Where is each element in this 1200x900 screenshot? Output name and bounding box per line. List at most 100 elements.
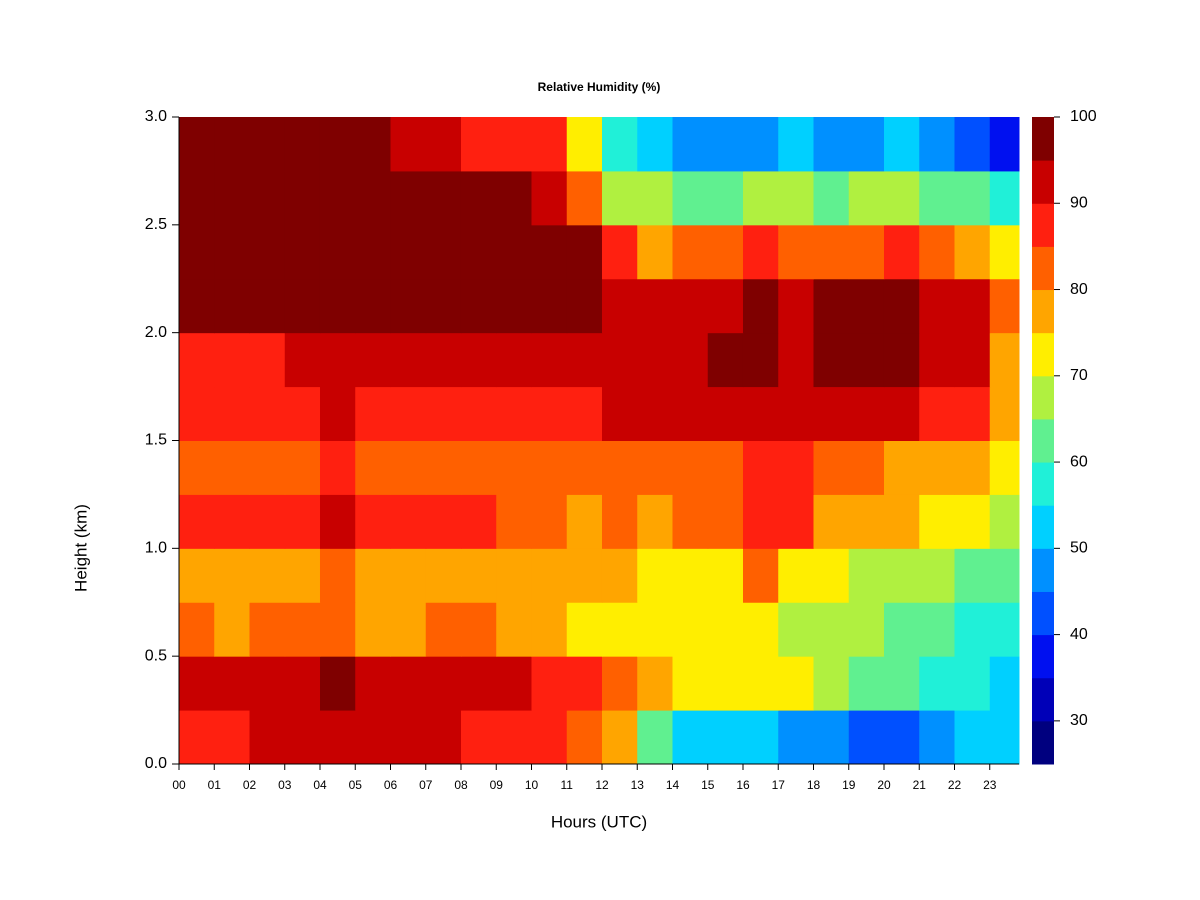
heat-cell bbox=[883, 224, 920, 280]
y-tick-label: 1.0 bbox=[145, 540, 167, 557]
heat-cell bbox=[813, 548, 850, 603]
heat-cell bbox=[355, 117, 391, 172]
heat-cell bbox=[531, 602, 568, 657]
heat-cell bbox=[496, 602, 532, 657]
heat-cell bbox=[355, 602, 391, 657]
heat-cell bbox=[390, 602, 427, 657]
heat-cell bbox=[707, 656, 744, 711]
heat-cell bbox=[355, 224, 391, 280]
x-tick-label: 22 bbox=[948, 778, 962, 792]
heat-cell bbox=[848, 710, 885, 765]
colorbar-bin bbox=[1032, 418, 1054, 463]
heat-cell bbox=[813, 332, 850, 388]
heat-cell bbox=[179, 548, 215, 603]
heat-cell bbox=[883, 386, 920, 441]
heat-cell bbox=[742, 440, 779, 495]
heat-cell bbox=[601, 548, 638, 603]
heat-cell bbox=[601, 710, 638, 765]
heat-cell bbox=[531, 710, 568, 765]
heat-cell bbox=[390, 224, 427, 280]
heat-cell bbox=[496, 548, 532, 603]
heat-cell bbox=[707, 494, 744, 549]
heat-cell bbox=[214, 332, 250, 388]
heat-cell bbox=[249, 278, 286, 334]
heat-cell bbox=[848, 332, 885, 388]
heat-cell bbox=[954, 710, 991, 765]
heat-cell bbox=[848, 170, 885, 226]
colorbar-bin bbox=[1032, 505, 1054, 549]
heat-cell bbox=[355, 332, 391, 388]
heat-cell bbox=[531, 224, 568, 280]
heat-cell bbox=[249, 117, 286, 172]
colorbar-bin bbox=[1032, 548, 1054, 592]
heat-cell bbox=[813, 117, 850, 172]
x-tick-label: 10 bbox=[525, 778, 539, 792]
heat-cell bbox=[319, 117, 356, 172]
heat-cell bbox=[742, 278, 779, 334]
heat-cell bbox=[707, 332, 744, 388]
heat-cell bbox=[355, 710, 391, 765]
heat-cell bbox=[637, 117, 673, 172]
heat-cell bbox=[637, 548, 673, 603]
colorbar-tick-label: 70 bbox=[1070, 367, 1088, 384]
heat-cell bbox=[566, 548, 603, 603]
heat-cell bbox=[707, 386, 744, 441]
heat-cell bbox=[707, 710, 744, 765]
x-tick-label: 16 bbox=[736, 778, 750, 792]
y-tick-label: 1.5 bbox=[145, 432, 167, 449]
heat-cell bbox=[390, 278, 427, 334]
heat-cell bbox=[637, 602, 673, 657]
heat-cell bbox=[355, 278, 391, 334]
heat-cell bbox=[284, 386, 321, 441]
heat-cell bbox=[637, 386, 673, 441]
heat-cell bbox=[848, 224, 885, 280]
heat-cell bbox=[460, 278, 497, 334]
heat-cell bbox=[566, 656, 603, 711]
x-tick-label: 14 bbox=[666, 778, 680, 792]
heat-cell bbox=[249, 602, 286, 657]
heat-cell bbox=[601, 656, 638, 711]
heat-cell bbox=[214, 224, 250, 280]
heat-cell bbox=[883, 117, 920, 172]
heat-cell bbox=[319, 548, 356, 603]
heat-cell bbox=[425, 656, 462, 711]
heat-cell bbox=[390, 656, 427, 711]
heat-cell bbox=[707, 224, 744, 280]
heat-cell bbox=[883, 332, 920, 388]
heat-cell bbox=[813, 386, 850, 441]
heat-cell bbox=[742, 710, 779, 765]
heat-cell bbox=[637, 332, 673, 388]
heat-cell bbox=[214, 440, 250, 495]
heat-cell bbox=[672, 602, 709, 657]
x-tick-label: 19 bbox=[842, 778, 856, 792]
heat-cell bbox=[179, 710, 215, 765]
x-tick-label: 09 bbox=[490, 778, 504, 792]
heat-cell bbox=[179, 656, 215, 711]
heat-cell bbox=[848, 117, 885, 172]
heat-cell bbox=[319, 224, 356, 280]
heat-cell bbox=[707, 440, 744, 495]
heat-cell bbox=[919, 602, 955, 657]
heat-cell bbox=[425, 117, 462, 172]
heat-cell bbox=[813, 170, 850, 226]
heat-cell bbox=[566, 386, 603, 441]
heat-cell bbox=[813, 602, 850, 657]
heat-cell bbox=[425, 224, 462, 280]
heat-cell bbox=[390, 494, 427, 549]
heat-cell bbox=[637, 656, 673, 711]
x-tick-label: 02 bbox=[243, 778, 257, 792]
chart-title: Relative Humidity (%) bbox=[538, 80, 661, 94]
heat-cell bbox=[179, 494, 215, 549]
heat-cell bbox=[601, 602, 638, 657]
heat-cell bbox=[355, 440, 391, 495]
colorbar-tick-label: 50 bbox=[1070, 540, 1088, 557]
heat-cell bbox=[707, 170, 744, 226]
heat-cell bbox=[249, 170, 286, 226]
heat-cell bbox=[883, 494, 920, 549]
heat-cell bbox=[496, 170, 532, 226]
heat-cell bbox=[425, 386, 462, 441]
heat-cell bbox=[742, 117, 779, 172]
heat-cell bbox=[249, 656, 286, 711]
heat-cell bbox=[848, 386, 885, 441]
heat-cell bbox=[179, 170, 215, 226]
